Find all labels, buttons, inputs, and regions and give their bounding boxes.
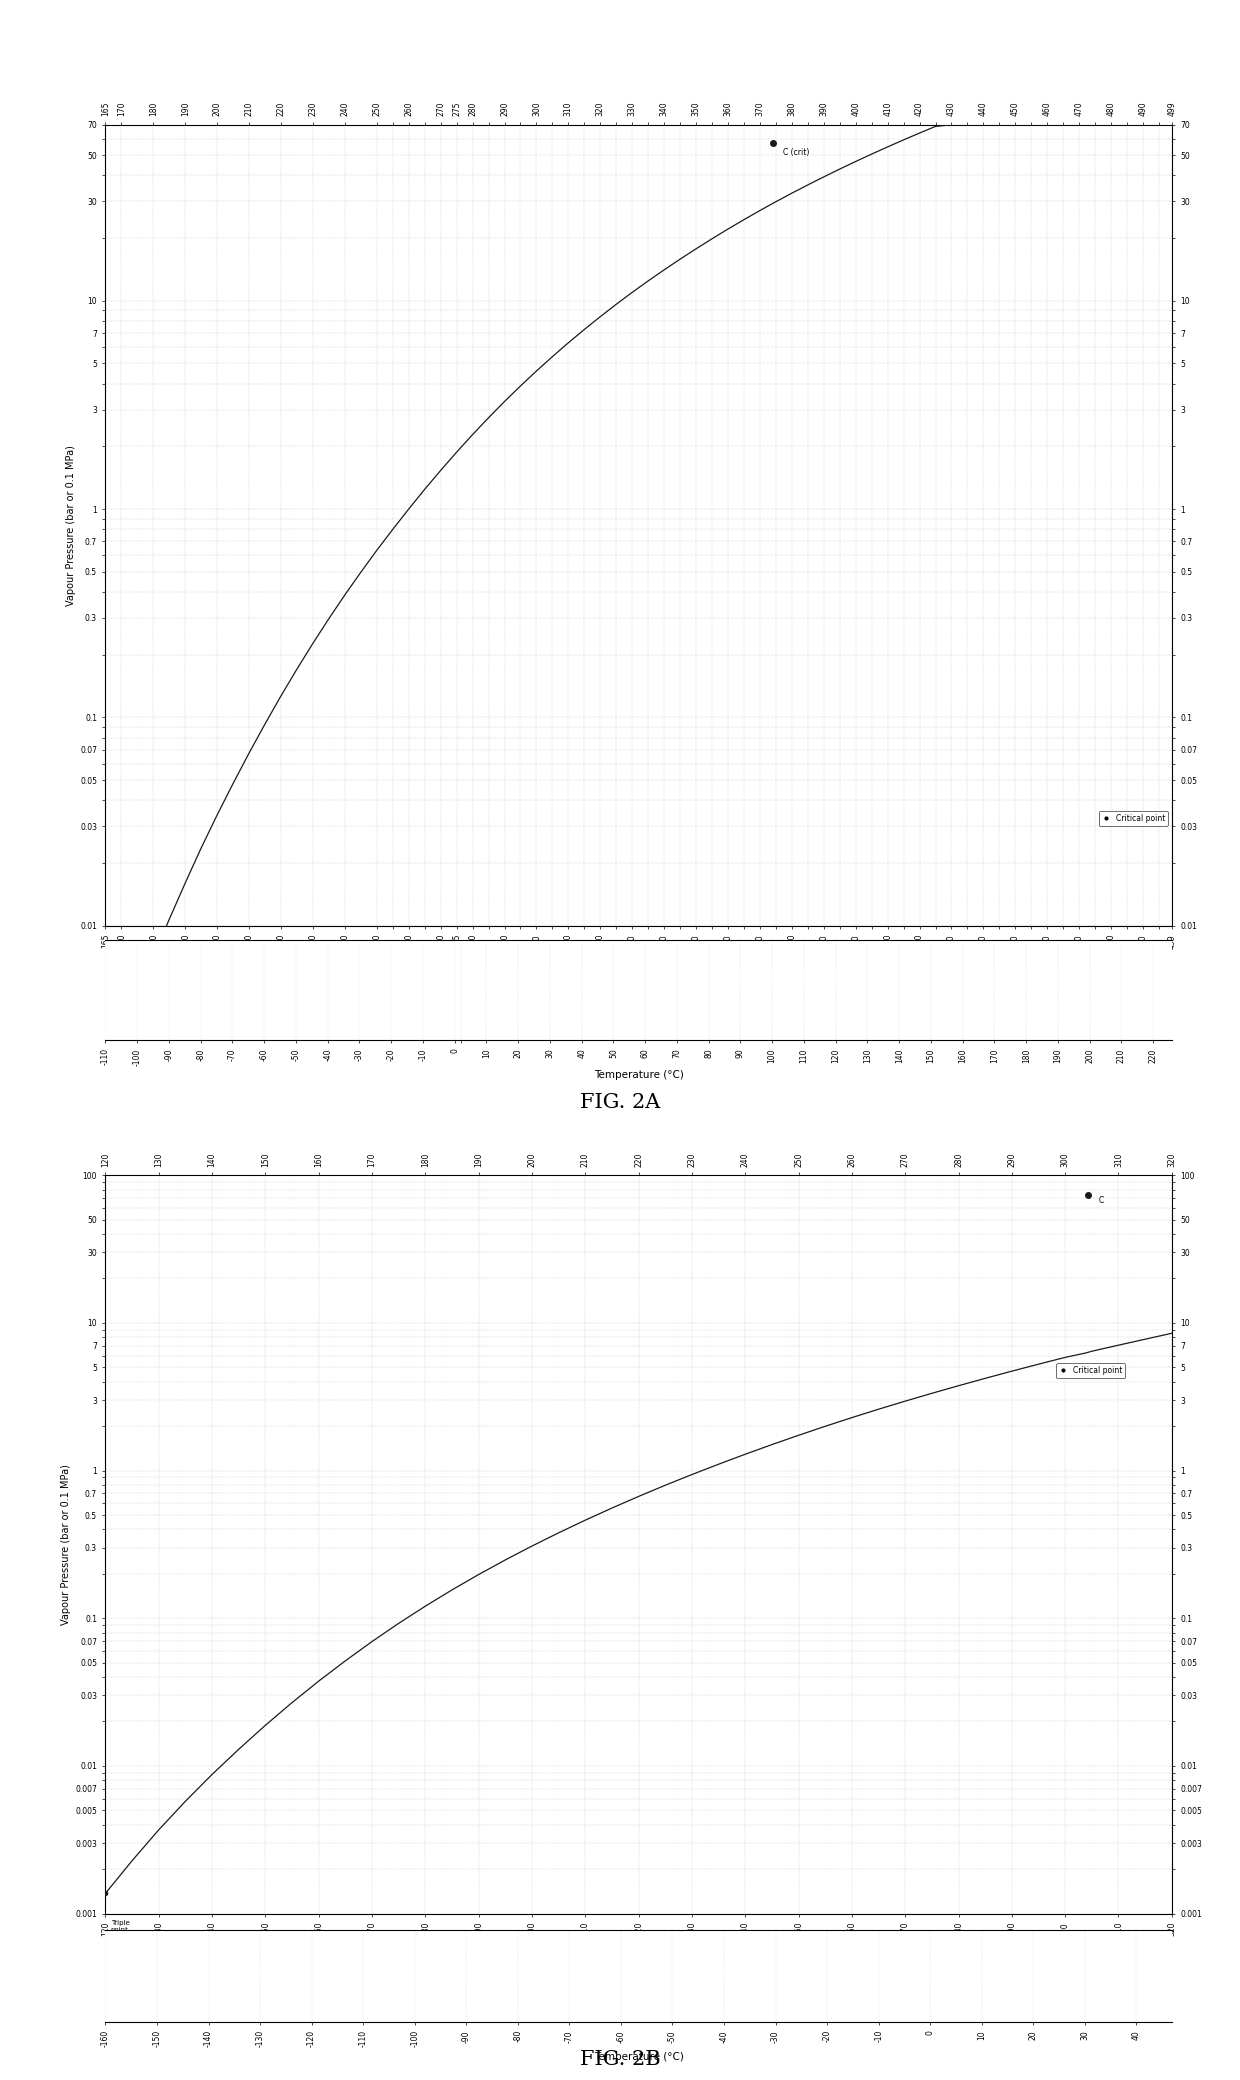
Y-axis label: Vapour Pressure (bar or 0.1 MPa): Vapour Pressure (bar or 0.1 MPa) (61, 1464, 71, 1624)
Y-axis label: Vapour Pressure (bar or 0.1 MPa): Vapour Pressure (bar or 0.1 MPa) (66, 445, 76, 605)
Text: Triple
point: Triple point (110, 1920, 129, 1932)
Legend: Critical point: Critical point (1056, 1362, 1126, 1379)
Text: FIG. 2A: FIG. 2A (580, 1092, 660, 1113)
X-axis label: Temperature (K): Temperature (K) (596, 1941, 681, 1951)
Text: FIG. 2B: FIG. 2B (579, 2049, 661, 2070)
Legend: Critical point: Critical point (1099, 811, 1168, 826)
X-axis label: Temperature (K): Temperature (K) (596, 953, 681, 963)
Text: C: C (1099, 1196, 1104, 1204)
X-axis label: Temperature (°C): Temperature (°C) (594, 1069, 683, 1080)
Text: C (crit): C (crit) (784, 148, 810, 156)
X-axis label: Temperature (°C): Temperature (°C) (594, 2051, 683, 2061)
